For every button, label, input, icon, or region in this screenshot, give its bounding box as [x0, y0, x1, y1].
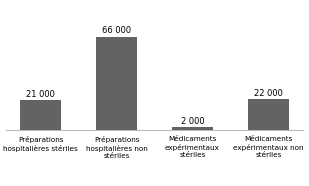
Text: 21 000: 21 000	[26, 90, 55, 99]
Text: 22 000: 22 000	[254, 89, 283, 98]
Bar	[20, 100, 61, 130]
Bar	[248, 99, 289, 130]
Text: 66 000: 66 000	[102, 26, 131, 35]
Bar	[95, 36, 138, 130]
Text: 2 000: 2 000	[181, 117, 204, 126]
Bar	[171, 127, 214, 130]
